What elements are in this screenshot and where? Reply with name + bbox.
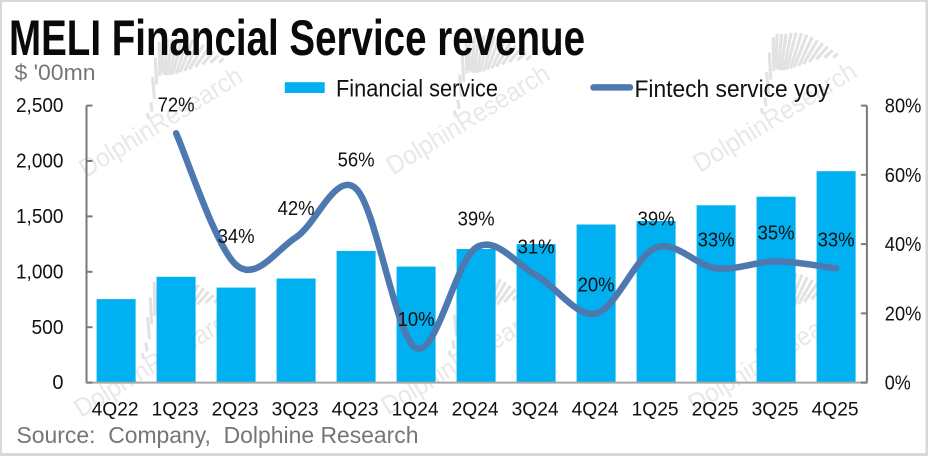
svg-text:1,000: 1,000	[16, 261, 64, 283]
svg-text:3Q25: 3Q25	[752, 400, 799, 421]
svg-text:35%: 35%	[758, 222, 795, 244]
svg-text:2Q24: 2Q24	[452, 400, 499, 421]
svg-text:4Q24: 4Q24	[572, 400, 619, 421]
svg-text:56%: 56%	[338, 150, 375, 172]
svg-text:1,500: 1,500	[16, 206, 64, 228]
svg-text:42%: 42%	[278, 198, 315, 220]
svg-text:34%: 34%	[218, 226, 255, 248]
svg-text:2,000: 2,000	[16, 151, 64, 173]
svg-text:60%: 60%	[885, 165, 922, 187]
svg-text:31%: 31%	[518, 236, 555, 258]
svg-text:Source: Company, Dolphine Re: Source: Company, Dolphine Research	[17, 422, 419, 448]
svg-text:$ '00mn: $ '00mn	[15, 60, 96, 85]
svg-text:10%: 10%	[398, 309, 435, 331]
svg-text:39%: 39%	[638, 209, 675, 231]
svg-text:1Q25: 1Q25	[632, 400, 679, 421]
svg-text:2Q23: 2Q23	[212, 400, 259, 421]
svg-text:500: 500	[32, 317, 64, 339]
svg-text:0%: 0%	[885, 373, 911, 395]
svg-text:1Q23: 1Q23	[152, 400, 199, 421]
svg-text:40%: 40%	[885, 234, 922, 256]
svg-text:72%: 72%	[158, 94, 195, 116]
svg-text:4Q25: 4Q25	[812, 400, 859, 421]
svg-text:3Q23: 3Q23	[272, 400, 319, 421]
svg-text:39%: 39%	[458, 209, 495, 231]
svg-text:0: 0	[52, 372, 63, 394]
svg-text:1Q24: 1Q24	[392, 400, 439, 421]
svg-text:2,500: 2,500	[16, 95, 64, 117]
svg-text:Financial service: Financial service	[336, 75, 498, 102]
svg-text:20%: 20%	[885, 303, 922, 325]
svg-text:33%: 33%	[698, 229, 735, 251]
svg-text:3Q24: 3Q24	[512, 400, 559, 421]
svg-text:20%: 20%	[578, 274, 615, 296]
svg-text:2Q25: 2Q25	[692, 400, 739, 421]
svg-text:80%: 80%	[885, 96, 922, 118]
svg-text:Fintech service yoy: Fintech service yoy	[635, 76, 830, 103]
svg-text:MELI Financial Service revenue: MELI Financial Service revenue	[9, 10, 585, 66]
svg-text:4Q22: 4Q22	[92, 400, 139, 421]
svg-text:4Q23: 4Q23	[332, 400, 379, 421]
svg-text:33%: 33%	[818, 229, 855, 251]
